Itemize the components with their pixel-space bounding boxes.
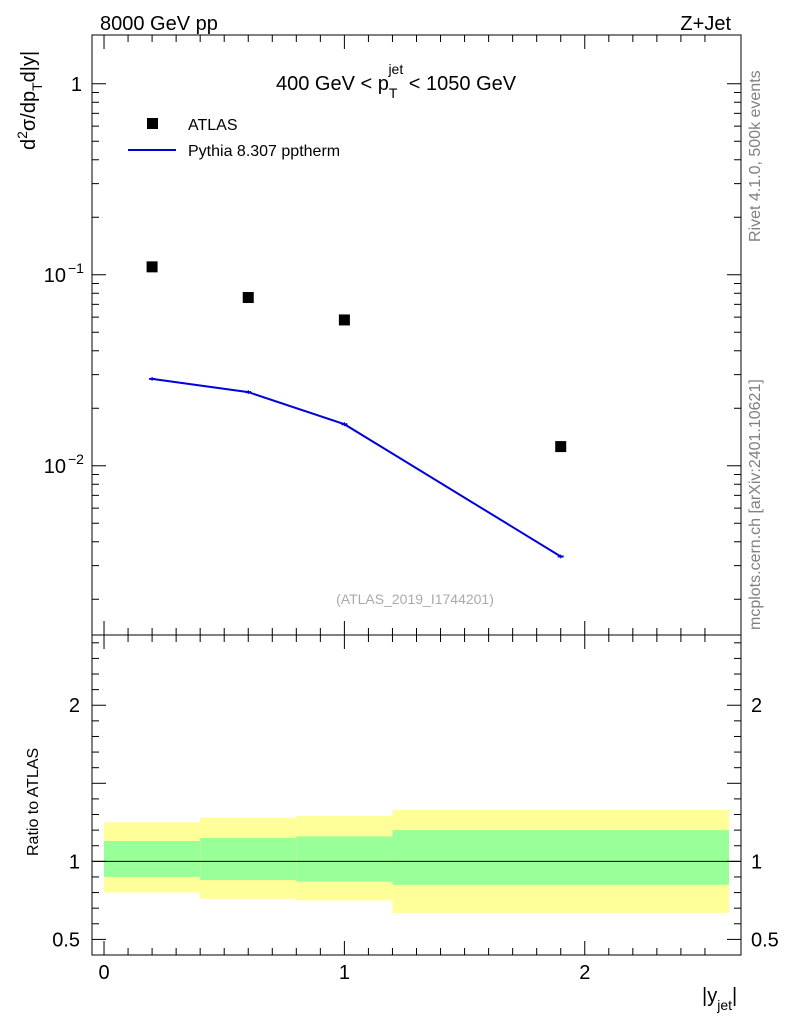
header-left-label: 8000 GeV pp: [100, 13, 218, 35]
ratio-xtick-label: 2: [579, 962, 590, 984]
ratio-band-green: [392, 830, 729, 885]
main-ytick-label: 10: [44, 456, 66, 478]
mcplots-label: mcplots.cern.ch [arXiv:2401.10621]: [747, 379, 764, 630]
ratio-bands: [104, 809, 729, 913]
pythia-line: [151, 377, 562, 558]
ratio-ytick-label-right: 1: [751, 851, 762, 873]
main-ytick-label: 1: [71, 74, 82, 96]
ratio-ylabel: Ratio to ATLAS: [25, 748, 42, 856]
legend-pythia-label: Pythia 8.307 pptherm: [188, 143, 340, 160]
main-ytick-label-exp: −1: [68, 260, 84, 276]
atlas-point: [242, 292, 254, 304]
ratio-ytick-label: 2: [69, 695, 80, 717]
header-right-label: Z+Jet: [680, 13, 731, 35]
plot-title: 400 GeV < pTjet < 1050 GeV: [276, 61, 517, 101]
main-ytick-label: 10: [44, 265, 66, 287]
main-ylabel: d2σ/dpTd|y|: [14, 51, 45, 150]
main-axes: 110−110−2: [44, 34, 742, 636]
rivet-label: Rivet 4.1.0, 500k events: [747, 70, 764, 242]
ratio-band-green: [296, 836, 393, 882]
ratio-xtick-label: 0: [98, 962, 109, 984]
analysis-annotation: (ATLAS_2019_I1744201): [336, 591, 494, 607]
atlas-point: [338, 314, 350, 326]
main-ytick-label-exp: −2: [68, 451, 84, 467]
ratio-band-green: [200, 837, 297, 881]
atlas-point: [146, 261, 158, 273]
ratio-ytick-label: 1: [69, 851, 80, 873]
ratio-axes: 0.5 0.5 1 1 2 2 0 1 2: [52, 634, 779, 984]
ratio-xtick-label: 1: [339, 962, 350, 984]
legend-atlas-marker: [147, 118, 158, 129]
ratio-ytick-label-right: 0.5: [751, 929, 779, 951]
atlas-point: [555, 441, 567, 453]
ratio-band-green: [104, 841, 201, 877]
main-series: [146, 261, 567, 559]
ratio-ytick-label: 0.5: [52, 929, 80, 951]
legend-atlas-label: ATLAS: [188, 117, 238, 134]
ratio-xlabel: |yjet|: [702, 985, 737, 1013]
ratio-ytick-label-right: 2: [751, 695, 762, 717]
